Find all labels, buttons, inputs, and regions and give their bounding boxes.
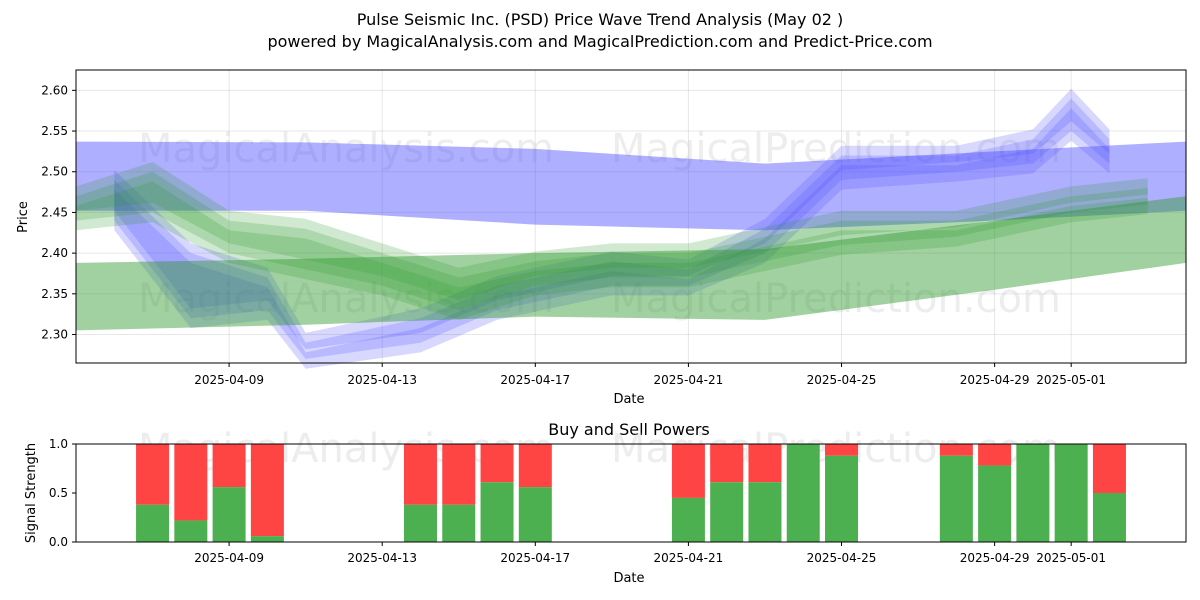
sell-power-bar (1092, 444, 1126, 493)
sell-power-bar (174, 444, 208, 521)
x-tick-label: 2025-04-13 (347, 551, 417, 565)
signal-ticks: 2025-04-09 2025-04-13 2025-04-17 2025-04-21… (49, 437, 1106, 565)
buy-power-bar (480, 482, 514, 542)
buy-power-bar (671, 497, 705, 542)
buy-power-bar (1054, 444, 1088, 542)
y-tick-label: 2.35 (41, 287, 68, 301)
y-tick-label: 0.0 (49, 535, 68, 549)
x-tick-label: 2025-04-29 (960, 373, 1030, 387)
price-ticks: 2025-04-09 2025-04-13 2025-04-17 2025-04-21… (41, 83, 1106, 387)
buy-power-bar (136, 504, 170, 542)
price-watermarks: MagicalAnalysis.com MagicalPrediction.co… (138, 126, 1061, 322)
buy-power-bar (1016, 444, 1050, 542)
buy-power-bar (174, 520, 208, 542)
y-tick-label: 2.45 (41, 205, 68, 219)
sell-power-bar (518, 444, 552, 488)
sell-power-bar (939, 444, 973, 456)
signal-y-label: Signal Strength (24, 443, 39, 543)
buy-power-bar (939, 455, 973, 542)
sell-power-bar (212, 444, 246, 488)
chart-title: Pulse Seismic Inc. (PSD) Price Wave Tren… (356, 10, 844, 29)
price-panel: MagicalAnalysis.com MagicalPrediction.co… (16, 69, 1187, 407)
watermark-analysis: MagicalAnalysis.com (138, 126, 554, 172)
y-tick-label: 2.50 (41, 165, 68, 179)
y-tick-label: 2.60 (41, 83, 68, 97)
y-tick-label: 2.40 (41, 246, 68, 260)
sell-power-bar (748, 444, 782, 483)
sell-power-bar (250, 444, 284, 537)
sell-power-bar (978, 444, 1012, 466)
signal-title: Buy and Sell Powers (548, 420, 710, 439)
x-tick-label: 2025-04-17 (500, 373, 570, 387)
y-tick-label: 0.5 (49, 486, 68, 500)
watermark-prediction: MagicalPrediction.com (611, 276, 1061, 322)
price-grid (76, 70, 1186, 363)
price-y-label: Price (16, 201, 31, 233)
buy-power-bar (250, 536, 284, 542)
x-tick-label: 2025-05-01 (1036, 551, 1106, 565)
buy-power-bar (786, 444, 820, 542)
signal-bars (136, 444, 1126, 542)
buy-power-bar (403, 504, 437, 542)
blue-wave-band (76, 141, 1186, 231)
buy-power-bar (212, 487, 246, 542)
x-tick-label: 2025-04-09 (194, 373, 264, 387)
price-axes-frame (75, 69, 1187, 364)
x-tick-label: 2025-04-17 (500, 551, 570, 565)
x-tick-label: 2025-05-01 (1036, 373, 1106, 387)
x-tick-label: 2025-04-21 (654, 551, 724, 565)
x-tick-label: 2025-04-25 (807, 373, 877, 387)
price-bands (76, 88, 1186, 369)
green-wave-band (76, 162, 1148, 301)
signal-panel: Buy and Sell Powers MagicalAnalysis.com … (24, 420, 1187, 586)
blue-wave-band (114, 98, 1110, 359)
sell-power-bar (403, 444, 437, 505)
blue-wave-band (114, 88, 1110, 350)
sell-power-bar (710, 444, 744, 483)
buy-power-bar (518, 487, 552, 542)
blue-wave-band (114, 108, 1110, 369)
sell-power-bar (442, 444, 476, 505)
price-x-label: Date (613, 392, 644, 407)
price-plot-area (76, 70, 1186, 363)
green-wave-band (76, 181, 1148, 320)
green-wave-band (76, 171, 1148, 311)
x-tick-label: 2025-04-13 (347, 373, 417, 387)
buy-power-bar (710, 482, 744, 542)
watermark-prediction: MagicalPrediction.com (611, 126, 1061, 172)
buy-power-bar (978, 465, 1012, 542)
sell-power-bar (671, 444, 705, 498)
sell-power-bar (480, 444, 514, 483)
chart-subtitle: powered by MagicalAnalysis.com and Magic… (267, 32, 933, 51)
sell-power-bar (825, 444, 859, 456)
x-tick-label: 2025-04-25 (807, 551, 877, 565)
green-wave-band (76, 196, 1186, 331)
buy-power-bar (825, 455, 859, 542)
sell-power-bar (136, 444, 170, 505)
y-tick-label: 2.55 (41, 124, 68, 138)
buy-power-bar (1092, 493, 1126, 542)
y-tick-label: 1.0 (49, 437, 68, 451)
y-tick-label: 2.30 (41, 328, 68, 342)
buy-power-bar (442, 504, 476, 542)
signal-x-label: Date (613, 571, 644, 586)
watermark-analysis: MagicalAnalysis.com (138, 276, 554, 322)
x-tick-label: 2025-04-29 (960, 551, 1030, 565)
x-tick-label: 2025-04-09 (194, 551, 264, 565)
buy-power-bar (748, 482, 782, 542)
x-tick-label: 2025-04-21 (654, 373, 724, 387)
